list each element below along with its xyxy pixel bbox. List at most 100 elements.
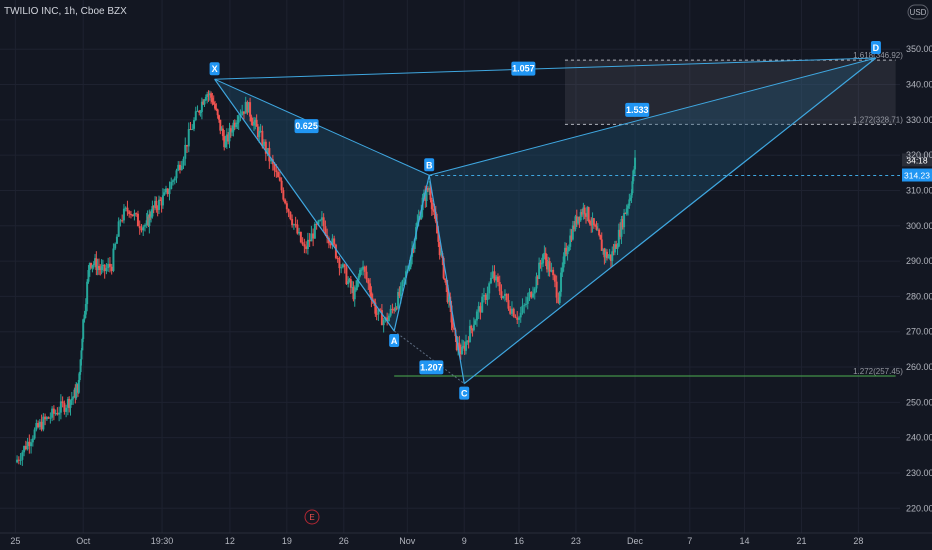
pattern-ac-line [393, 330, 465, 385]
candle-body [211, 97, 214, 103]
candle-body [615, 244, 618, 249]
candle-body [24, 446, 27, 450]
candle-body [83, 314, 86, 320]
candle-body [122, 208, 125, 221]
symbol-title: TWILIO INC, 1h, Cboe BZX [4, 6, 127, 17]
candle-body [47, 417, 50, 419]
earnings-event-icon[interactable] [304, 509, 320, 525]
candle-body [481, 296, 484, 313]
y-tick-label: 290.00 [906, 256, 932, 266]
candle-body [108, 263, 111, 267]
candle-body [630, 193, 633, 198]
candle-body [514, 316, 517, 318]
candle-body [207, 94, 210, 96]
candle-body [453, 327, 456, 330]
candle-body [168, 189, 171, 195]
candle-body [461, 346, 464, 355]
candle-body [121, 220, 124, 222]
candle-body [430, 199, 433, 210]
candle-body [613, 244, 616, 253]
candle-body [84, 304, 87, 315]
candle-body [367, 279, 370, 284]
candle-body [403, 277, 406, 281]
candle-body [581, 212, 584, 215]
candle-body [319, 220, 322, 222]
candle-body [149, 214, 152, 218]
candle-body [609, 254, 612, 261]
candle-body [624, 212, 627, 214]
candle-body [164, 188, 167, 193]
candle-body [408, 266, 411, 270]
candle-body [560, 272, 563, 292]
candle-body [312, 233, 315, 239]
candle-body [374, 302, 377, 314]
x-tick-label: 19:30 [151, 536, 174, 546]
candle-body [101, 264, 104, 267]
candle-body [542, 254, 545, 264]
candle-body [212, 102, 215, 105]
candle-body [468, 325, 471, 343]
candle-body [528, 291, 531, 298]
candle-body [440, 253, 443, 256]
candle-body [598, 229, 601, 236]
point-label: X [212, 64, 218, 74]
x-tick-label: Nov [399, 536, 416, 546]
candle-body [586, 207, 589, 217]
candle-body [324, 226, 327, 236]
candle-body [298, 231, 301, 234]
candle-body [156, 208, 159, 210]
pattern-overlay[interactable]: 0.625 1.207 1.533 1.057 X A B C D 34:18 314.23 [209, 41, 932, 400]
point-label: B [426, 160, 433, 170]
candle-body [217, 115, 220, 120]
candle-body [45, 417, 48, 420]
y-tick-label: 270.00 [906, 327, 932, 337]
candle-body [369, 283, 372, 293]
candle-body [552, 269, 555, 276]
y-tick-label: 280.00 [906, 291, 932, 301]
candle-body [198, 110, 201, 113]
candle-body [451, 322, 454, 328]
candle-body [193, 120, 196, 129]
candle-body [623, 212, 626, 228]
candle-body [570, 235, 573, 240]
ratio-label: 0.625 [295, 121, 318, 131]
candle-body [621, 218, 624, 228]
candle-body [247, 102, 250, 113]
candle-body [471, 328, 474, 331]
candle-body [56, 412, 59, 415]
candle-body [264, 141, 267, 154]
candle-body [310, 233, 313, 242]
candle-body [103, 264, 106, 272]
candle-body [608, 254, 611, 257]
candle-body [227, 134, 230, 142]
candle-body [463, 345, 466, 351]
candle-body [583, 207, 586, 214]
currency-badge[interactable] [907, 4, 929, 20]
candle-body [450, 305, 453, 323]
candle-body [224, 141, 227, 148]
candle-body [117, 221, 120, 237]
candle-body [194, 111, 197, 121]
candle-body [577, 216, 580, 224]
candle-body [535, 276, 538, 289]
candle-body [370, 292, 373, 300]
candle-body [114, 243, 117, 249]
candle-body [472, 324, 475, 331]
currency-label: USD [910, 8, 927, 17]
candle-body [495, 276, 498, 281]
candle-body [49, 417, 52, 419]
candle-body [547, 261, 550, 270]
candle-body [163, 192, 166, 196]
ratio-label: 1.057 [512, 64, 535, 74]
candle-body [482, 294, 485, 297]
candle-body [119, 220, 122, 222]
candle-body [422, 192, 425, 198]
candle-body [232, 122, 235, 132]
candle-body [242, 111, 245, 114]
harmonic-pattern[interactable] [214, 58, 876, 384]
candle-body [602, 249, 605, 251]
candle-body [462, 345, 465, 347]
candle-body [625, 208, 628, 214]
